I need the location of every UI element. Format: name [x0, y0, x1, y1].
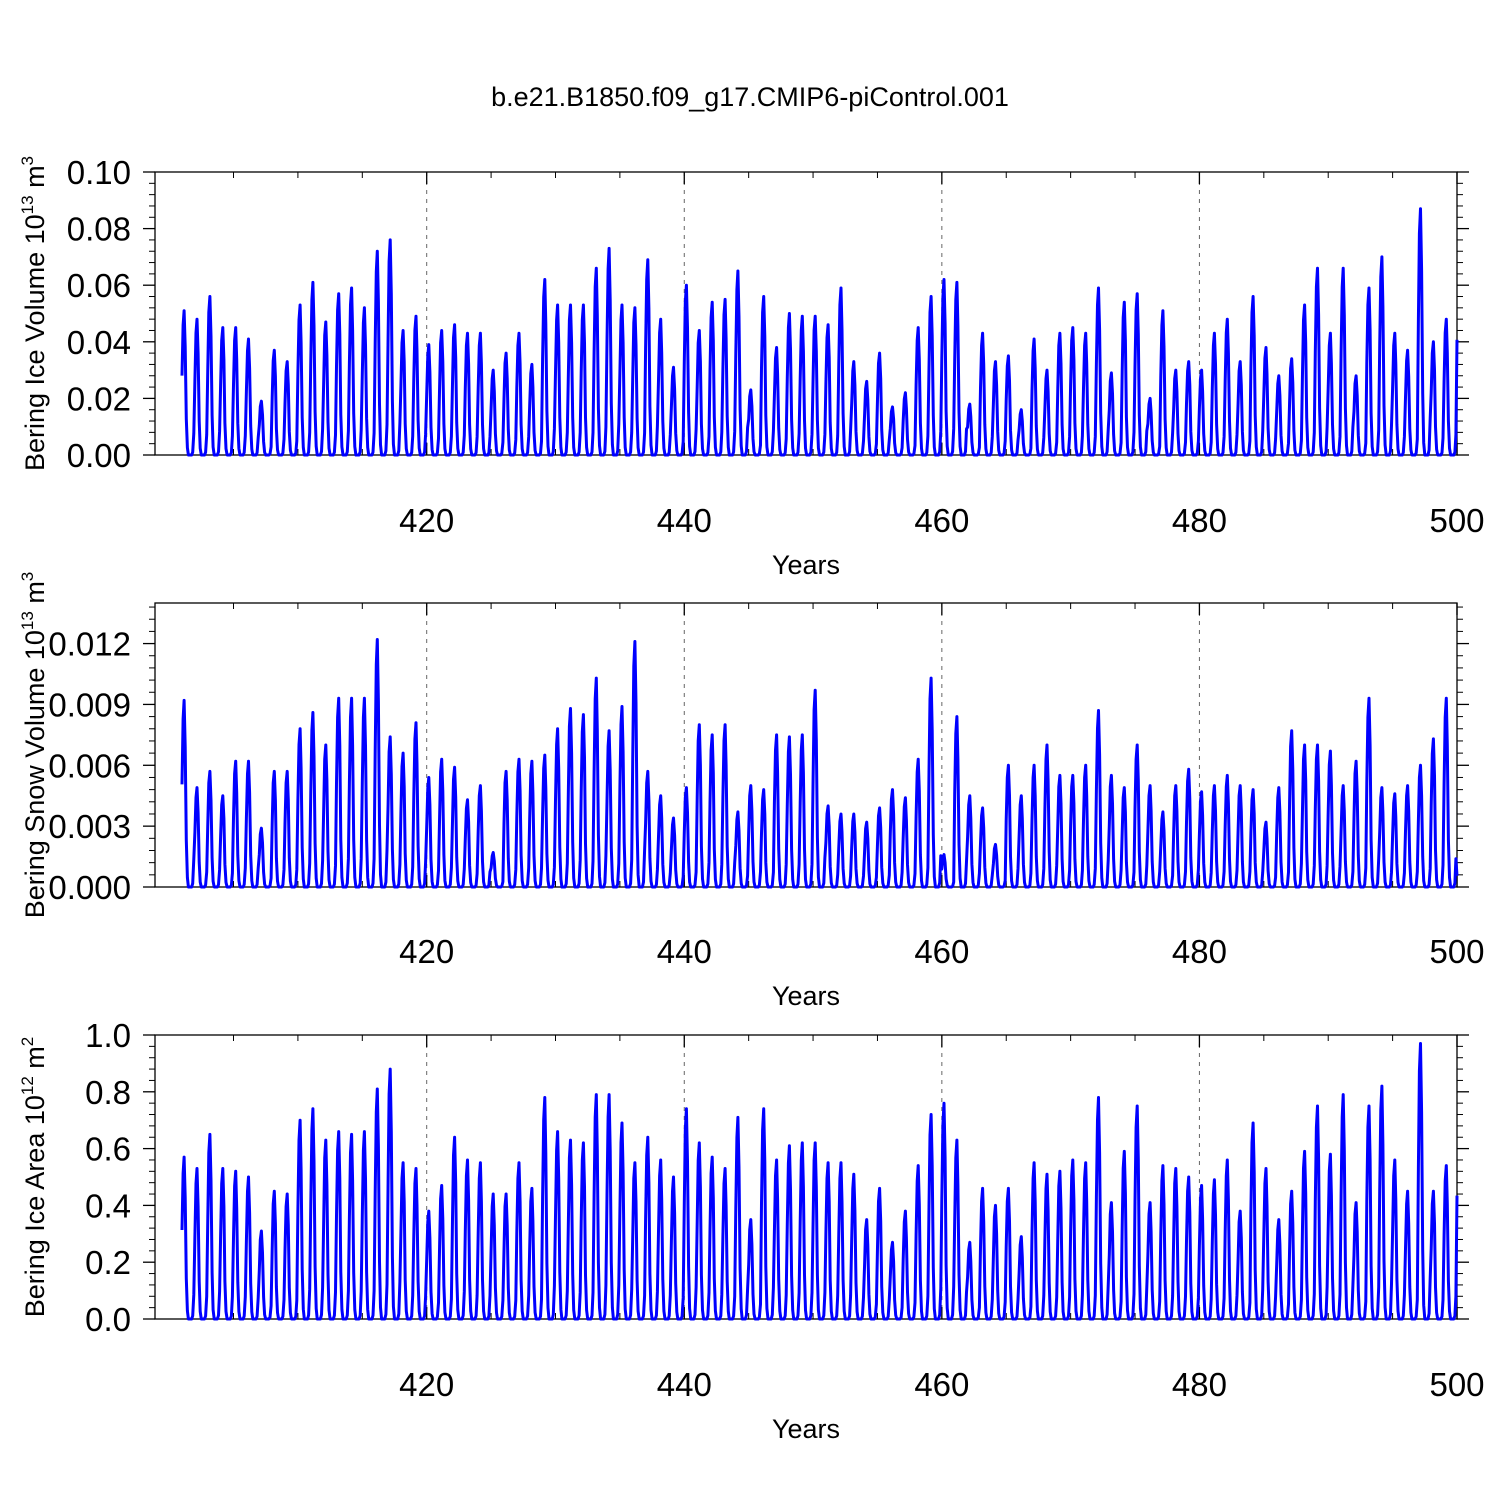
chart-panels: 420 440 460 480 500 0.00 0.02 0.04 0.06 0.08 0.10 Y… [18, 154, 1485, 1444]
y-tick-label: 0.6 [85, 1131, 131, 1168]
x-tick-label: 500 [1429, 1366, 1484, 1403]
x-tick-label: 480 [1172, 1366, 1227, 1403]
x-tick-label: 460 [914, 1366, 969, 1403]
x-tick-label: 500 [1429, 502, 1484, 539]
y-tick-label: 0.06 [67, 267, 131, 304]
panel-ice-area: 420 440 460 480 500 0.0 0.2 0.4 0.6 0.8 1.0 Years Be… [18, 1017, 1485, 1444]
y-tick-label: 0.04 [67, 324, 131, 361]
y-axis-title: Bering Ice Area 1012 m2 [18, 1037, 50, 1318]
y-tick-label: 1.0 [85, 1017, 131, 1054]
y-tick-label: 0.4 [85, 1187, 131, 1224]
y-tick-label: 0.012 [48, 626, 131, 663]
y-tick-label: 0.00 [67, 437, 131, 474]
y-tick-label: 0.02 [67, 380, 131, 417]
y-axis-title: Bering Snow Volume 1013 m3 [18, 572, 50, 919]
series-line-ice-volume [180, 207, 1459, 457]
series-line-snow-volume [180, 638, 1459, 889]
x-tick-label: 420 [399, 1366, 454, 1403]
panel-snow-volume: 420 440 460 480 500 0.000 0.003 0.006 0.009 0.012… [18, 572, 1485, 1011]
panel-ice-volume: 420 440 460 480 500 0.00 0.02 0.04 0.06 0.08 0.10 Y… [18, 154, 1485, 580]
y-tick-label: 0.8 [85, 1074, 131, 1111]
y-tick-label: 0.2 [85, 1244, 131, 1281]
x-axis-title: Years [772, 981, 840, 1011]
y-tick-label: 0.003 [48, 808, 131, 845]
x-tick-label: 440 [657, 1366, 712, 1403]
x-tick-label: 460 [914, 502, 969, 539]
x-axis-title: Years [772, 1414, 840, 1444]
x-tick-label: 420 [399, 933, 454, 970]
x-tick-label: 480 [1172, 933, 1227, 970]
y-tick-label: 0.0 [85, 1301, 131, 1338]
x-tick-label: 440 [657, 933, 712, 970]
x-tick-label: 460 [914, 933, 969, 970]
series-line-ice-area [180, 1042, 1459, 1321]
y-tick-label: 0.000 [48, 869, 131, 906]
x-tick-label: 500 [1429, 933, 1484, 970]
x-tick-label: 420 [399, 502, 454, 539]
x-tick-label: 440 [657, 502, 712, 539]
y-tick-label: 0.10 [67, 154, 131, 191]
y-tick-label: 0.009 [48, 686, 131, 723]
chart-title: b.e21.B1850.f09_g17.CMIP6-piControl.001 [491, 82, 1009, 112]
y-axis-title: Bering Ice Volume 1013 m3 [18, 156, 50, 471]
y-tick-label: 0.006 [48, 747, 131, 784]
x-axis-title: Years [772, 550, 840, 580]
y-tick-label: 0.08 [67, 211, 131, 248]
x-tick-label: 480 [1172, 502, 1227, 539]
